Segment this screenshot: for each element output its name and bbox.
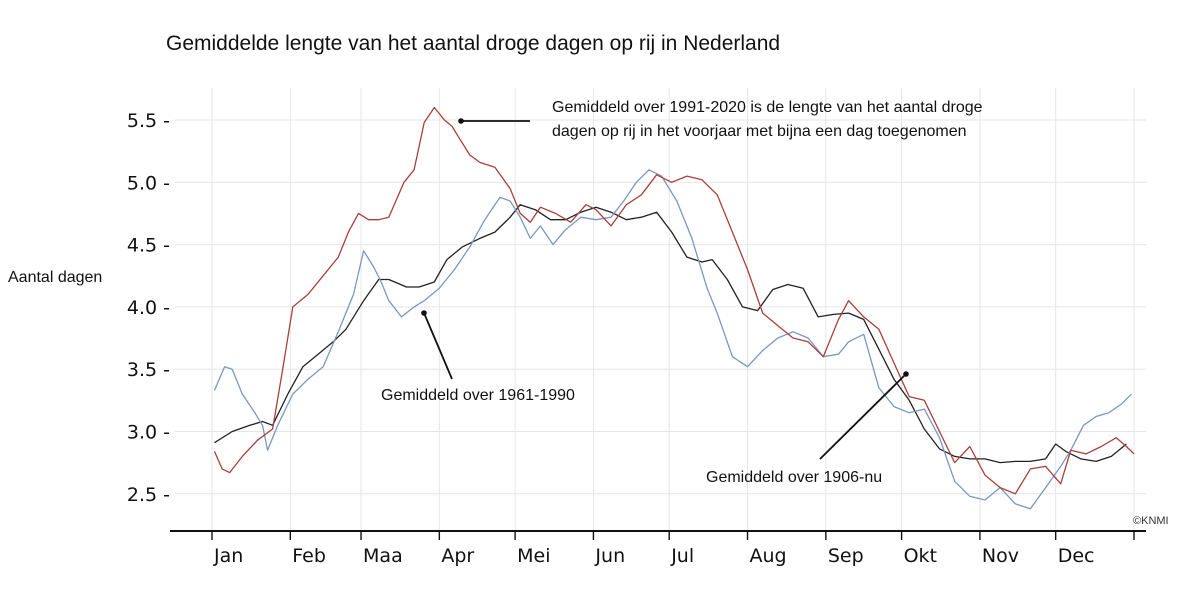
y-tick-label: 4.0 - xyxy=(127,297,170,319)
x-axis: Jan Feb Maa Apr Mei Jun Jul Aug Sep Okt Nov Dec xyxy=(211,531,1135,567)
annotation-1991-2020: Gemiddeld over 1991-2020 is de lengte va… xyxy=(458,99,983,140)
y-axis-label: Aantal dagen xyxy=(8,269,102,286)
series-lines xyxy=(213,106,1135,510)
y-tick-label: 2.5 - xyxy=(127,484,170,506)
annotation-leader-line xyxy=(819,373,907,460)
annotation-marker xyxy=(903,371,909,377)
copyright-label: ©KNMI xyxy=(1133,515,1169,527)
y-tick-label: 3.0 - xyxy=(127,422,170,444)
grid xyxy=(175,88,1146,531)
annotation-text: Gemiddeld over 1961-1990 xyxy=(381,387,575,404)
y-tick-label: 4.5 - xyxy=(127,235,170,257)
series-line-gemiddeld-over-1906-nu xyxy=(214,204,1127,464)
annotation-text-line2: dagen op rij in het voorjaar met bijna e… xyxy=(552,123,967,140)
annotation-leader-line xyxy=(423,312,453,380)
annotation-1961-1990: Gemiddeld over 1961-1990 xyxy=(381,310,575,404)
x-tick-label: Nov xyxy=(982,545,1019,567)
x-tick-label: Feb xyxy=(292,545,326,567)
annotation-marker xyxy=(458,118,464,124)
annotation-text-line1: Gemiddeld over 1991-2020 is de lengte va… xyxy=(552,99,983,116)
x-tick-label: Dec xyxy=(1058,545,1095,567)
annotation-marker xyxy=(421,310,427,316)
x-tick-label: Apr xyxy=(441,545,474,567)
x-tick-label: Okt xyxy=(904,545,937,567)
series-line-gemiddeld-over-1961-1990 xyxy=(213,169,1132,510)
annotation-text: Gemiddeld over 1906-nu xyxy=(706,469,882,486)
y-tick-label: 5.0 - xyxy=(127,172,170,194)
annotation-1906-nu: Gemiddeld over 1906-nu xyxy=(706,371,909,486)
x-tick-label: Maa xyxy=(363,545,403,567)
x-tick-label: Jul xyxy=(670,545,694,567)
chart-title: Gemiddelde lengte van het aantal droge d… xyxy=(166,32,780,55)
x-tick-label: Jun xyxy=(594,545,625,567)
y-tick-label: 3.5 - xyxy=(127,359,170,381)
x-tick-label: Sep xyxy=(828,545,864,567)
y-axis: 2.5 - 3.0 - 3.5 - 4.0 - 4.5 - 5.0 - 5.5 - xyxy=(127,110,170,506)
x-tick-label: Aug xyxy=(750,545,787,567)
series-line-gemiddeld-over-1991-2020 xyxy=(213,106,1135,495)
x-tick-label: Jan xyxy=(213,545,243,567)
y-tick-label: 5.5 - xyxy=(127,110,170,132)
x-tick-label: Mei xyxy=(517,545,550,567)
